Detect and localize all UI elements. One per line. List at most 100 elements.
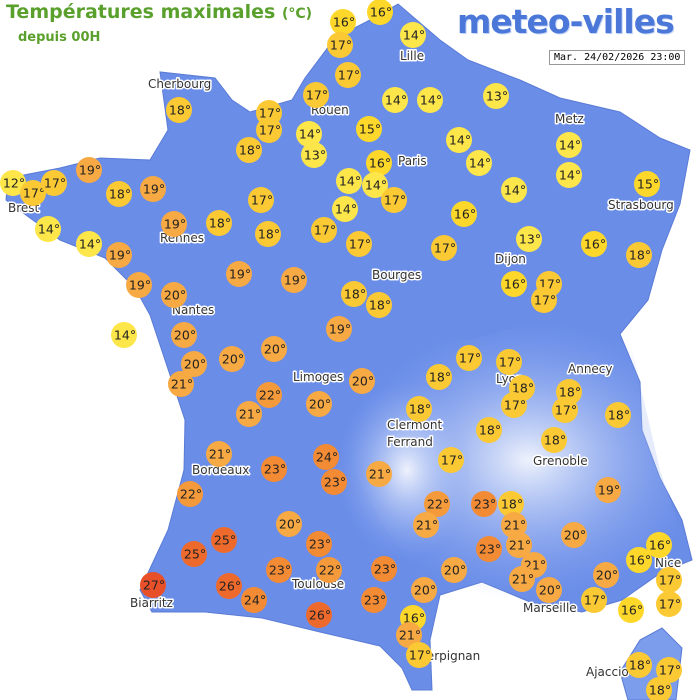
temperature-marker: 14° bbox=[446, 127, 472, 153]
temperature-marker: 25° bbox=[181, 541, 207, 567]
temperature-bubble bbox=[646, 532, 672, 558]
temperature-bubble bbox=[466, 150, 492, 176]
temperature-bubble bbox=[371, 556, 397, 582]
temperature-label: 17° bbox=[259, 106, 281, 121]
temperature-label: 22° bbox=[259, 388, 281, 403]
temperature-bubble bbox=[166, 97, 192, 123]
temperature-label: 18° bbox=[344, 287, 366, 302]
temperature-bubble bbox=[255, 221, 281, 247]
temperature-marker: 20° bbox=[561, 522, 587, 548]
temperature-bubble bbox=[332, 196, 358, 222]
temperature-bubble bbox=[349, 368, 375, 394]
temperature-marker: 14° bbox=[556, 132, 582, 158]
temperature-label: 22° bbox=[319, 563, 341, 578]
temperature-label: 16° bbox=[584, 237, 606, 252]
temperature-marker: 13° bbox=[516, 226, 542, 252]
temperature-label: 18° bbox=[479, 423, 501, 438]
temperature-bubble bbox=[216, 573, 242, 599]
temperature-marker: 19° bbox=[595, 477, 621, 503]
temperature-marker: 14° bbox=[417, 87, 443, 113]
temperature-bubble bbox=[335, 62, 361, 88]
temperature-marker: 17° bbox=[406, 642, 432, 668]
temperature-marker: 17° bbox=[381, 187, 407, 213]
temperature-bubble bbox=[236, 401, 262, 427]
temperature-bubble bbox=[605, 402, 631, 428]
temperature-bubble bbox=[236, 137, 262, 163]
temperature-label: 18° bbox=[169, 103, 191, 118]
temperature-label: 19° bbox=[229, 267, 251, 282]
temperature-marker: 14° bbox=[336, 168, 362, 194]
temperature-label: 19° bbox=[329, 322, 351, 337]
temperature-label: 27° bbox=[143, 578, 165, 593]
temperature-label: 26° bbox=[219, 579, 241, 594]
temperature-marker: 22° bbox=[424, 491, 450, 517]
temperature-bubble bbox=[556, 162, 582, 188]
temperature-label: 16° bbox=[403, 611, 425, 626]
temperature-marker: 24° bbox=[241, 587, 267, 613]
temperature-marker: 18° bbox=[406, 396, 432, 422]
temperature-label: 18° bbox=[369, 298, 391, 313]
temperature-marker: 21° bbox=[396, 622, 422, 648]
temperature-label: 24° bbox=[244, 593, 266, 608]
temperature-marker: 18° bbox=[476, 417, 502, 443]
temperature-bubble bbox=[361, 587, 387, 613]
temperature-bubble bbox=[501, 392, 527, 418]
temperature-label: 19° bbox=[284, 273, 306, 288]
temperature-marker: 18° bbox=[498, 491, 524, 517]
temperature-marker: 14° bbox=[556, 162, 582, 188]
temperature-label: 17° bbox=[504, 398, 526, 413]
temperature-marker: 18° bbox=[426, 364, 452, 390]
temperature-marker: 18° bbox=[626, 652, 652, 678]
temperature-marker: 17° bbox=[552, 397, 578, 423]
city-label: Perpignan bbox=[420, 649, 480, 663]
temperature-marker: 13° bbox=[483, 83, 509, 109]
temperature-label: 15° bbox=[637, 177, 659, 192]
temperature-marker: 20° bbox=[171, 322, 197, 348]
temperature-bubble bbox=[0, 170, 26, 196]
temperature-label: 20° bbox=[444, 563, 466, 578]
temperature-marker: 21° bbox=[501, 512, 527, 538]
logo: meteo-villes bbox=[457, 2, 675, 41]
temperature-bubble bbox=[438, 447, 464, 473]
temperature-marker: 17° bbox=[248, 187, 274, 213]
temperature-bubble bbox=[206, 210, 232, 236]
temperature-bubble bbox=[171, 322, 197, 348]
temperature-marker: 16° bbox=[626, 547, 652, 573]
temperature-label: 21° bbox=[416, 518, 438, 533]
temperature-label: 20° bbox=[309, 397, 331, 412]
temperature-bubble bbox=[451, 201, 477, 227]
temperature-bubble bbox=[321, 469, 347, 495]
temperature-marker: 17° bbox=[531, 287, 557, 313]
temperature-bubble bbox=[366, 150, 392, 176]
temperature-bubble bbox=[581, 231, 607, 257]
temperature-label: 17° bbox=[330, 38, 352, 53]
temperature-marker: 18° bbox=[541, 427, 567, 453]
temperature-label: 23° bbox=[474, 497, 496, 512]
temperature-marker: 20° bbox=[593, 562, 619, 588]
temperature-bubble bbox=[431, 235, 457, 261]
temperature-marker: 22° bbox=[256, 382, 282, 408]
temperature-bubble bbox=[111, 322, 137, 348]
temperature-label: 16° bbox=[621, 603, 643, 618]
temperature-marker: 14° bbox=[466, 150, 492, 176]
temperature-bubble bbox=[595, 477, 621, 503]
temperature-label: 23° bbox=[479, 542, 501, 557]
temperature-label: 21° bbox=[369, 467, 391, 482]
temperature-marker: 23° bbox=[476, 536, 502, 562]
temperature-label: 21° bbox=[504, 518, 526, 533]
unit: (°C) bbox=[281, 6, 313, 22]
temperature-bubble bbox=[362, 172, 388, 198]
temperature-label: 24° bbox=[316, 450, 338, 465]
temperature-bubble bbox=[76, 231, 102, 257]
temperature-marker: 17° bbox=[581, 587, 607, 613]
temperature-bubble bbox=[306, 391, 332, 417]
temperature-label: 17° bbox=[251, 193, 273, 208]
temperature-label: 17° bbox=[499, 355, 521, 370]
temperature-bubble bbox=[306, 602, 332, 628]
temperature-label: 15° bbox=[359, 122, 381, 137]
temperature-marker: 19° bbox=[161, 211, 187, 237]
temperature-marker: 16° bbox=[618, 597, 644, 623]
temperature-label: 18° bbox=[429, 370, 451, 385]
temperature-label: 21° bbox=[512, 572, 534, 587]
temperature-bubble bbox=[140, 176, 166, 202]
